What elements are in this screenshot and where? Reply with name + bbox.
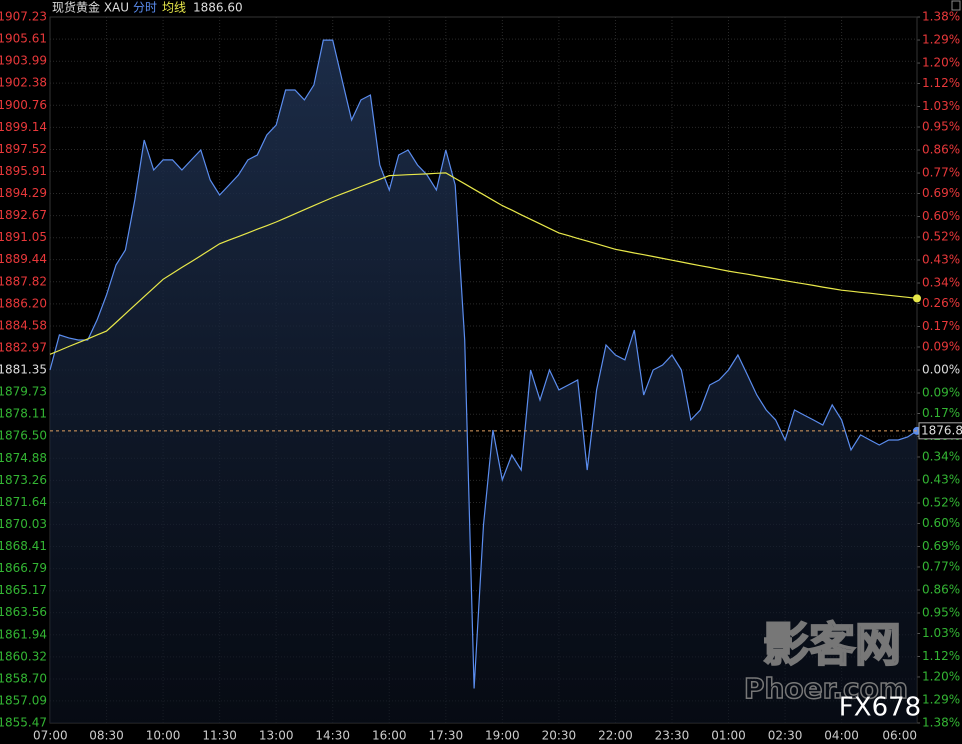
last-price-label: 1876.89: [921, 423, 962, 437]
y-tick-label: 1858.70: [0, 671, 47, 685]
y-tick-label: 1871.64: [0, 495, 47, 509]
y-tick-label: 1874.88: [0, 451, 47, 465]
y-tick-label: 1879.73: [0, 385, 47, 399]
y-tick-label: 1892.67: [0, 208, 47, 222]
y2-tick-label: 1.29%: [922, 692, 960, 706]
x-tick-label: 23:30: [655, 729, 690, 743]
y2-tick-label: 0.43%: [922, 253, 960, 267]
y-tick-label: 1899.14: [0, 120, 47, 134]
y2-tick-label: 0.60%: [922, 516, 960, 530]
y2-tick-label: 0.86%: [922, 582, 960, 596]
y2-tick-label: 0.17%: [922, 319, 960, 333]
y-tick-label: 1905.61: [0, 32, 47, 46]
x-tick-label: 08:30: [89, 729, 124, 743]
y-tick-label: 1882.97: [0, 340, 47, 354]
x-tick-label: 13:00: [259, 729, 294, 743]
y-tick-label: 1884.58: [0, 318, 47, 332]
x-tick-label: 19:00: [485, 729, 520, 743]
y2-tick-label: 0.77%: [922, 559, 960, 573]
series-name: 现货黄金 XAU: [52, 0, 129, 15]
y2-tick-label: 1.38%: [922, 10, 960, 24]
y-tick-label: 1886.20: [0, 296, 47, 310]
y-tick-label: 1897.52: [0, 142, 47, 156]
y2-tick-label: 1.20%: [922, 669, 960, 683]
y-tick-label: 1876.50: [0, 429, 47, 443]
y-tick-label: 1860.32: [0, 649, 47, 663]
y-tick-label: 1870.03: [0, 517, 47, 531]
y-tick-label: 1903.99: [0, 54, 47, 68]
y2-tick-label: 1.12%: [922, 76, 960, 90]
y2-tick-label: 0.60%: [922, 209, 960, 223]
x-tick-label: 06:00: [882, 729, 917, 743]
x-tick-label: 10:00: [146, 729, 181, 743]
avg-value: 1886.60: [193, 1, 243, 15]
y2-tick-label: 0.86%: [922, 143, 960, 157]
y2-tick-label: 0.95%: [922, 119, 960, 133]
x-tick-label: 20:30: [542, 729, 577, 743]
y-tick-label: 1907.23: [0, 10, 47, 24]
x-tick-label: 16:00: [372, 729, 407, 743]
y2-tick-label: 0.52%: [922, 229, 960, 243]
watermark: FX678: [839, 693, 921, 723]
y-tick-label: 1889.44: [0, 252, 47, 266]
y-tick-label: 1887.82: [0, 274, 47, 288]
y-tick-label: 1863.56: [0, 605, 47, 619]
y-tick-label: 1902.38: [0, 76, 47, 90]
y2-tick-label: 0.09%: [922, 339, 960, 353]
y2-tick-label: 1.03%: [922, 626, 960, 640]
y-tick-label: 1891.05: [0, 230, 47, 244]
y2-tick-label: 0.09%: [922, 386, 960, 400]
y2-tick-label: 1.12%: [922, 649, 960, 663]
watermark: 影客网: [763, 618, 901, 672]
x-tick-label: 02:30: [768, 729, 803, 743]
y2-tick-label: 0.26%: [922, 296, 960, 310]
x-tick-label: 11:30: [202, 729, 237, 743]
x-tick-label: 17:30: [429, 729, 464, 743]
series-line: [49, 172, 918, 355]
y2-tick-label: 0.34%: [922, 449, 960, 463]
avg-name: 均线: [162, 1, 186, 15]
y-tick-label: 1855.47: [0, 716, 47, 730]
y2-tick-label: 1.20%: [922, 56, 960, 70]
x-tick-label: 04:00: [824, 729, 859, 743]
y2-tick-label: 1.03%: [922, 99, 960, 113]
y2-tick-label: 0.34%: [922, 276, 960, 290]
end-dot: [913, 294, 921, 303]
y2-tick-label: 0.43%: [922, 472, 960, 486]
y2-tick-label: 0.17%: [922, 406, 960, 420]
y-tick-label: 1895.91: [0, 164, 47, 178]
y-tick-label: 1868.41: [0, 539, 47, 553]
y2-tick-label: 0.95%: [922, 606, 960, 620]
y2-tick-label: 1.29%: [922, 33, 960, 47]
y2-tick-label: 0.77%: [922, 166, 960, 180]
x-tick-label: 01:00: [711, 729, 746, 743]
y2-tick-label: 0.69%: [922, 186, 960, 200]
y2-tick-label: 0.00%: [922, 363, 960, 377]
last-price-box: [918, 422, 962, 440]
watermark: Phoer.com: [744, 672, 908, 705]
y-tick-label: 1861.94: [0, 627, 47, 641]
y-tick-label: 1881.35: [0, 363, 47, 377]
y-tick-label: 1900.76: [0, 98, 47, 112]
y-tick-label: 1857.09: [0, 693, 47, 707]
y2-tick-label: 0.69%: [922, 539, 960, 553]
series-line: [49, 39, 918, 689]
y-tick-label: 1894.29: [0, 186, 47, 200]
y2-tick-label: 1.38%: [922, 716, 960, 730]
y2-tick-label: 0.52%: [922, 496, 960, 510]
x-tick-label: 14:30: [315, 729, 350, 743]
y-tick-label: 1878.11: [0, 407, 47, 421]
mode-label: 分时: [133, 1, 157, 15]
y-tick-label: 1866.79: [0, 561, 47, 575]
y-tick-label: 1865.17: [0, 583, 47, 597]
icon: [951, 0, 961, 11]
x-tick-label: 22:00: [598, 729, 633, 743]
area: [50, 40, 917, 724]
x-tick-label: 07:00: [33, 729, 68, 743]
y-tick-label: 1873.26: [0, 473, 47, 487]
